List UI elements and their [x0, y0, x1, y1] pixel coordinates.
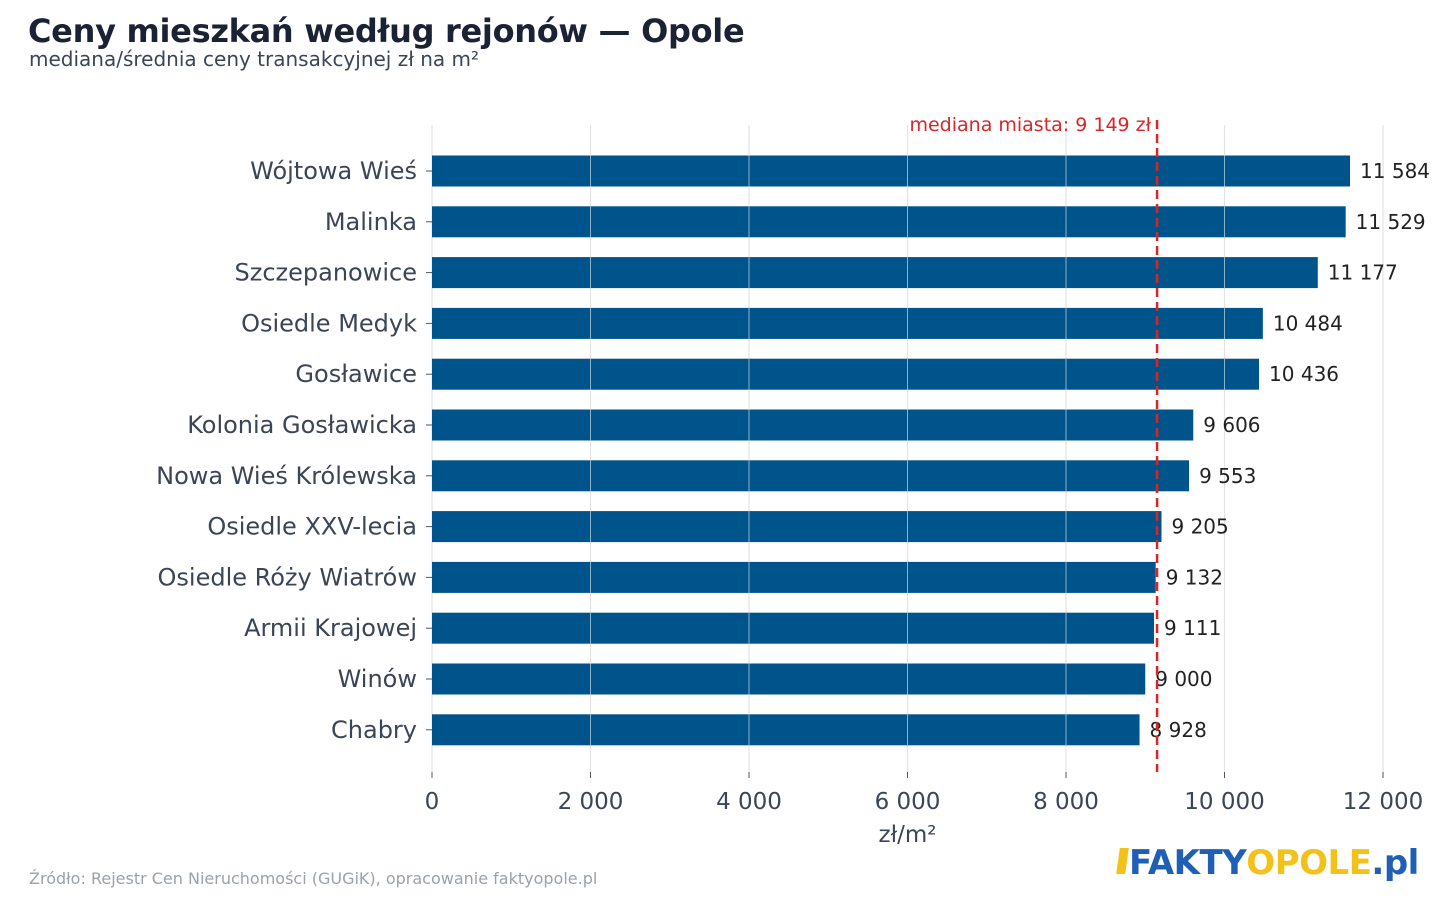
logo-bar-icon: [1116, 848, 1129, 874]
faktyopole-logo: FAKTY OPOLE .pl: [1116, 843, 1419, 883]
bar: [432, 612, 1155, 644]
category-label: Kolonia Gosławicka: [187, 411, 417, 439]
value-label: 10 484: [1273, 311, 1343, 335]
bar: [432, 409, 1194, 441]
chart-title: Ceny mieszkań według rejonów — Opole: [28, 12, 745, 50]
value-label: 11 584: [1360, 159, 1430, 183]
bar: [432, 257, 1318, 289]
category-label: Nowa Wieś Królewska: [156, 462, 417, 490]
bar: [432, 460, 1190, 492]
value-label: 11 529: [1356, 210, 1426, 234]
logo-text-opole: OPOLE: [1246, 843, 1372, 883]
category-label: Szczepanowice: [235, 259, 417, 287]
bar: [432, 511, 1162, 543]
value-label: 11 177: [1328, 261, 1398, 285]
bar: [432, 663, 1146, 695]
bar: [432, 358, 1260, 390]
x-tick-label: 12 000: [1343, 789, 1423, 815]
category-label: Osiedle XXV-lecia: [207, 513, 417, 541]
category-label: Armii Krajowej: [244, 614, 417, 642]
x-tick-label: 2 000: [558, 789, 624, 815]
x-tick-label: 10 000: [1184, 789, 1264, 815]
category-label: Malinka: [325, 208, 417, 236]
value-label: 9 111: [1164, 616, 1221, 640]
value-label: 9 205: [1171, 515, 1228, 539]
category-label: Chabry: [331, 716, 417, 744]
category-label: Osiedle Róży Wiatrów: [158, 563, 417, 591]
x-tick-label: 6 000: [875, 789, 941, 815]
x-tick-label: 4 000: [716, 789, 782, 815]
logo-text-fakty: FAKTY: [1129, 843, 1247, 883]
bar: [432, 206, 1346, 238]
bar: [432, 307, 1263, 339]
value-label: 9 553: [1199, 464, 1256, 488]
logo-text-pl: .pl: [1371, 843, 1419, 883]
category-label: Gosławice: [295, 360, 417, 388]
value-label: 8 928: [1150, 718, 1207, 742]
median-label: mediana miasta: 9 149 zł: [909, 114, 1151, 136]
x-tick-label: 0: [425, 789, 440, 815]
value-label: 10 436: [1269, 362, 1339, 386]
chart-subtitle: mediana/średnia ceny transakcyjnej zł na…: [29, 47, 480, 71]
bar: [432, 155, 1351, 187]
category-label: Winów: [338, 665, 417, 693]
bar: [432, 714, 1140, 746]
category-label: Wójtowa Wieś: [250, 157, 417, 185]
x-tick-label: 8 000: [1033, 789, 1099, 815]
category-label: Osiedle Medyk: [241, 309, 417, 337]
value-label: 9 606: [1203, 413, 1260, 437]
value-label: 9 000: [1155, 667, 1212, 691]
value-label: 9 132: [1166, 565, 1223, 589]
source-note: Źródło: Rejestr Cen Nieruchomości (GUGiK…: [29, 869, 598, 888]
bar: [432, 561, 1156, 593]
x-axis-label: zł/m²: [879, 822, 937, 848]
